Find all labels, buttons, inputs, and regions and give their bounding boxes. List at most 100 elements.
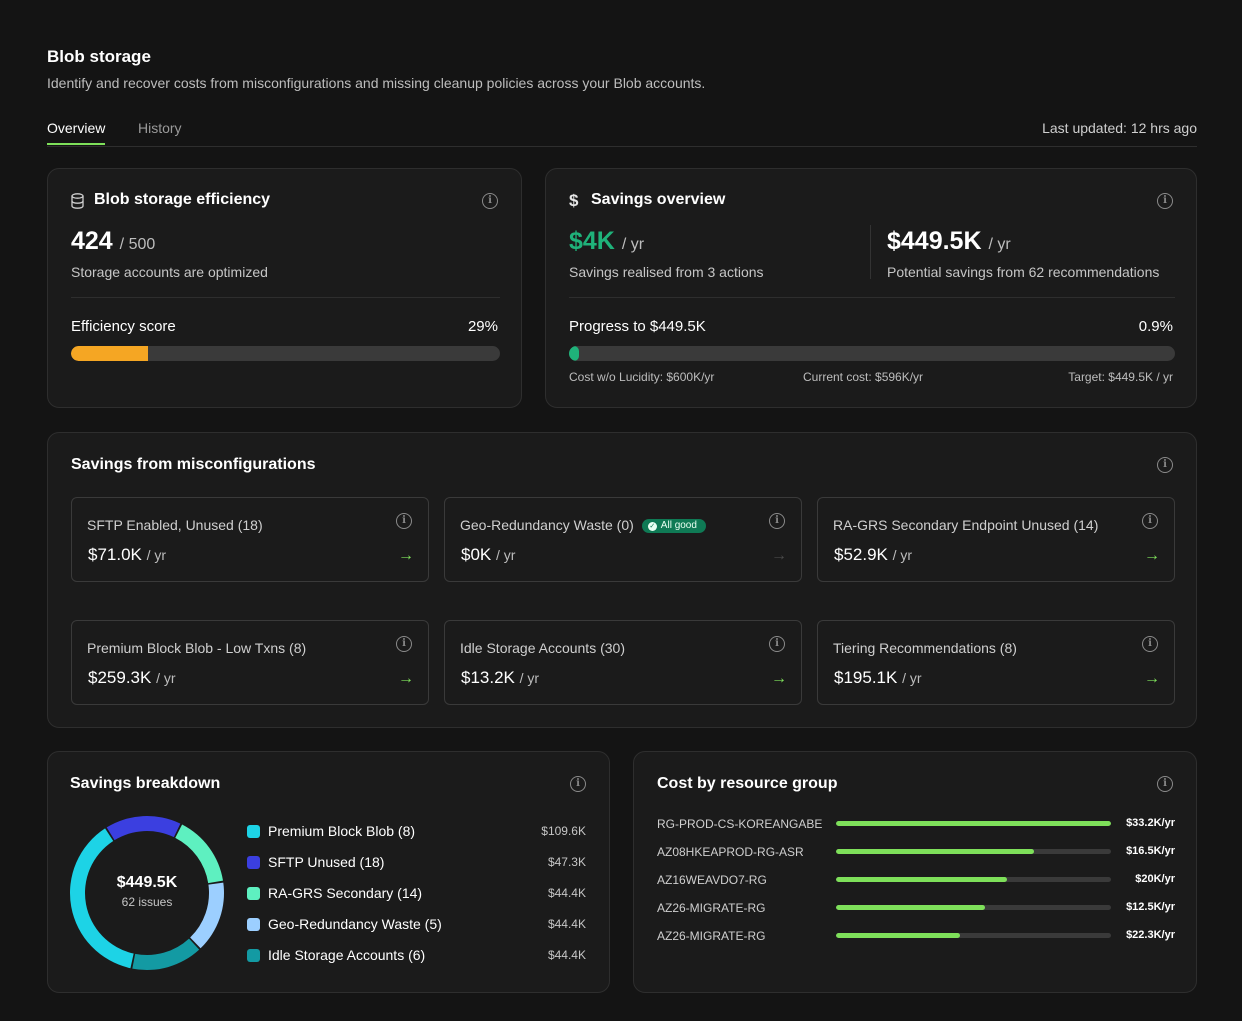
info-icon[interactable]: i [396, 513, 412, 529]
legend-label: Premium Block Blob (8) [268, 823, 416, 839]
badge-label: All good [660, 520, 697, 531]
resource-group-bar [836, 849, 1111, 854]
resource-group-bar [836, 933, 1111, 938]
savings-progress-bar [569, 346, 1175, 361]
tile-value: $52.9K / yr [834, 545, 912, 565]
legend-swatch [247, 918, 260, 931]
misconfigurations-card: Savings from misconfigurations i SFTP En… [47, 432, 1197, 728]
info-icon[interactable]: i [1142, 636, 1158, 652]
donut-issues: 62 issues [121, 895, 173, 909]
legend-swatch [247, 887, 260, 900]
page-subtitle: Identify and recover costs from misconfi… [47, 75, 706, 91]
arrow-right-icon[interactable]: → [398, 547, 414, 564]
arrow-right-icon: → [771, 547, 787, 564]
legend-label: Idle Storage Accounts (6) [268, 947, 426, 963]
donut-slice[interactable] [69, 828, 134, 969]
legend-swatch [247, 825, 260, 838]
legend-label: Geo-Redundancy Waste (5) [268, 916, 442, 932]
savings-donut-chart [69, 816, 224, 970]
resource-group-bar [836, 821, 1111, 826]
arrow-right-icon[interactable]: → [1144, 670, 1160, 687]
donut-slice[interactable] [190, 882, 224, 949]
realised-description: Savings realised from 3 actions [569, 264, 764, 280]
tile-value: $195.1K / yr [834, 668, 922, 688]
legend-value: $47.3K [547, 855, 586, 869]
legend-value: $44.4K [547, 886, 586, 900]
legend-value: $44.4K [547, 948, 586, 962]
tab-history[interactable]: History [138, 120, 182, 136]
resource-group-row[interactable]: AZ16WEAVDO7-RG $20K/yr [657, 872, 1175, 888]
resource-group-name: AZ26-MIGRATE-RG [657, 929, 766, 943]
tile-unit: / yr [519, 670, 540, 686]
resource-group-row[interactable]: AZ26-MIGRATE-RG $12.5K/yr [657, 900, 1175, 916]
tile-idle-storage-accounts[interactable]: Idle Storage Accounts (30) i $13.2K / yr… [444, 620, 802, 705]
resource-group-row[interactable]: AZ08HKEAPROD-RG-ASR $16.5K/yr [657, 844, 1175, 860]
donut-slice[interactable] [132, 938, 200, 970]
resource-group-bar [836, 905, 1111, 910]
info-icon[interactable]: i [1157, 776, 1173, 792]
tab-overview[interactable]: Overview [47, 120, 106, 145]
legend-item: Idle Storage Accounts (6) $44.4K [247, 945, 586, 965]
tile-label: Geo-Redundancy Waste (0) ✓ All good [460, 517, 706, 533]
cost-without-lucidity: Cost w/o Lucidity: $600K/yr [569, 370, 715, 384]
cost-by-resource-group-card: Cost by resource group i RG-PROD-CS-KORE… [633, 751, 1197, 993]
resource-group-bar-fill [836, 933, 960, 938]
savings-overview-title: Savings overview [591, 191, 726, 208]
optimized-count: 424 / 500 [71, 227, 155, 256]
tile-sftp-enabled-unused[interactable]: SFTP Enabled, Unused (18) i $71.0K / yr … [71, 497, 429, 582]
tile-unit: / yr [146, 547, 167, 563]
resource-group-name: AZ08HKEAPROD-RG-ASR [657, 845, 804, 859]
tile-premium-block-blob-low-txns[interactable]: Premium Block Blob - Low Txns (8) i $259… [71, 620, 429, 705]
current-cost: Current cost: $596K/yr [803, 370, 924, 384]
tile-amount: $52.9K [834, 545, 888, 564]
tile-amount: $0K [461, 545, 492, 564]
info-icon[interactable]: i [1157, 193, 1173, 209]
efficiency-score-label: Efficiency score [71, 318, 176, 335]
total-accounts: / 500 [119, 236, 156, 253]
info-icon[interactable]: i [769, 636, 785, 652]
tile-value: $13.2K / yr [461, 668, 539, 688]
resource-group-row[interactable]: AZ26-MIGRATE-RG $22.3K/yr [657, 928, 1175, 944]
page-title: Blob storage [47, 47, 151, 66]
potential-description: Potential savings from 62 recommendation… [887, 264, 1160, 280]
donut-slice[interactable] [106, 816, 181, 841]
tile-geo-redundancy-waste[interactable]: Geo-Redundancy Waste (0) ✓ All good i $0K … [444, 497, 802, 582]
savings-overview-card: $ Savings overview i $4K / yr Savings re… [545, 168, 1197, 408]
target-cost: Target: $449.5K / yr [1068, 370, 1173, 384]
savings-progress-fill [569, 346, 579, 361]
status-badge: ✓ All good [641, 519, 706, 533]
misconfigurations-title: Savings from misconfigurations [71, 456, 316, 473]
arrow-right-icon[interactable]: → [398, 670, 414, 687]
arrow-right-icon[interactable]: → [771, 670, 787, 687]
info-icon[interactable]: i [1142, 513, 1158, 529]
tile-label: Tiering Recommendations (8) [833, 640, 1017, 656]
resource-group-bar [836, 877, 1111, 882]
tile-value: $0K / yr [461, 545, 515, 565]
potential-unit: / yr [988, 236, 1011, 253]
tile-tiering-recommendations[interactable]: Tiering Recommendations (8) i $195.1K / … [817, 620, 1175, 705]
info-icon[interactable]: i [570, 776, 586, 792]
legend-swatch [247, 856, 260, 869]
legend-item: Geo-Redundancy Waste (5) $44.4K [247, 914, 586, 934]
resource-group-title: Cost by resource group [657, 775, 838, 792]
resource-group-cost: $12.5K/yr [1126, 901, 1175, 913]
legend-label: RA-GRS Secondary (14) [268, 885, 423, 901]
info-icon[interactable]: i [769, 513, 785, 529]
info-icon[interactable]: i [482, 193, 498, 209]
donut-slice[interactable] [175, 824, 224, 884]
vertical-divider [870, 225, 871, 279]
tile-unit: / yr [902, 670, 922, 686]
dollar-icon: $ [569, 191, 579, 210]
info-icon[interactable]: i [396, 636, 412, 652]
info-icon[interactable]: i [1157, 457, 1173, 473]
resource-group-bar-fill [836, 877, 1007, 882]
arrow-right-icon[interactable]: → [1144, 547, 1160, 564]
tile-amount: $13.2K [461, 668, 515, 687]
savings-breakdown-card: Savings breakdown i $449.5K 62 issues Pr… [47, 751, 610, 993]
tile-amount: $259.3K [88, 668, 152, 687]
resource-group-cost: $20K/yr [1135, 873, 1175, 885]
resource-group-row[interactable]: RG-PROD-CS-KOREANGABE $33.2K/yr [657, 816, 1175, 832]
tile-ra-grs-secondary-unused[interactable]: RA-GRS Secondary Endpoint Unused (14) i … [817, 497, 1175, 582]
potential-savings: $449.5K / yr [887, 227, 1011, 256]
legend-value: $109.6K [541, 824, 586, 838]
